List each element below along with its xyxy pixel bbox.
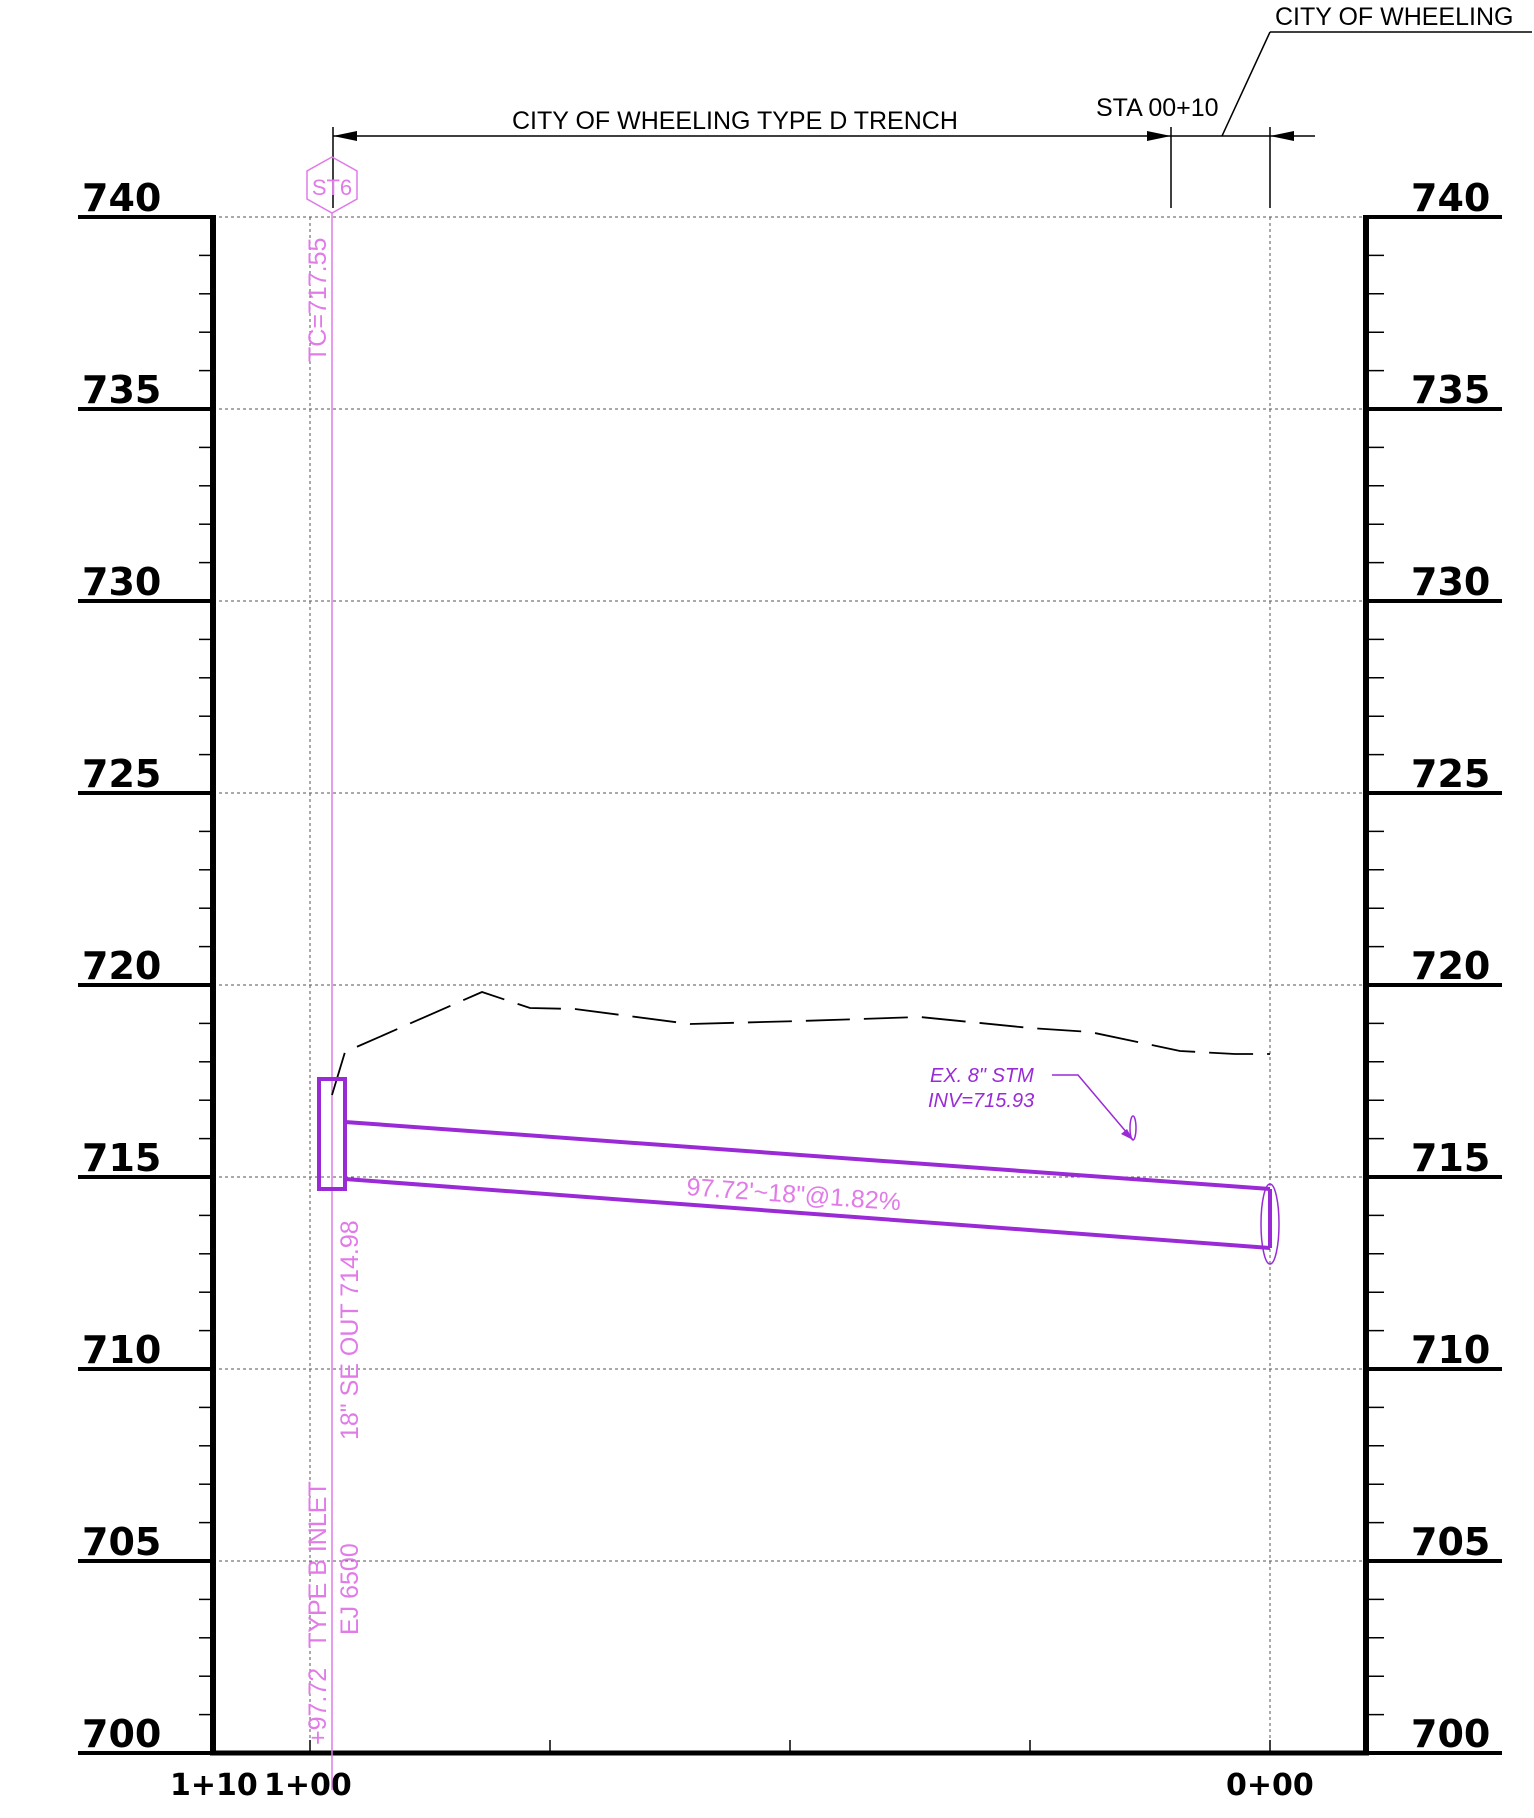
- elevation-label: 735: [82, 368, 161, 412]
- station-gridlines: [309, 217, 1271, 1753]
- minor-ticks: [199, 254, 1384, 1716]
- elevation-label: 710: [82, 1328, 161, 1372]
- elevation-label: 735: [1411, 368, 1490, 412]
- station-ticks: [309, 1740, 1271, 1753]
- elevation-label: 720: [82, 944, 161, 988]
- elevation-label: 705: [82, 1520, 161, 1564]
- existing-storm-line2: INV=715.93: [928, 1090, 1034, 1112]
- inlet-structure: [317, 1077, 347, 1191]
- elevation-gridlines: [213, 216, 1366, 1562]
- elevation-label: 725: [82, 752, 161, 796]
- pipe-end-section: [1260, 1183, 1280, 1265]
- elevation-label: 710: [1411, 1328, 1490, 1372]
- station-label-left: 1+10: [170, 1768, 258, 1803]
- station-offset-label: +97.72: [304, 1668, 332, 1745]
- existing-storm-callout: EX. 8" STM INV=715.93: [928, 1065, 1137, 1141]
- existing-ground-profile: [331, 991, 1270, 1096]
- elevation-label: 700: [1411, 1712, 1490, 1756]
- storm-pipe: [317, 1077, 1272, 1250]
- top-of-casting-label: TC=717.55: [304, 238, 332, 362]
- trench-label: CITY OF WHEELING TYPE D TRENCH: [512, 107, 958, 135]
- elevation-label: 730: [1411, 560, 1490, 604]
- structure-type-label: TYPE B INLET: [304, 1481, 332, 1648]
- elevation-label: 715: [1411, 1136, 1490, 1180]
- elevation-label: 700: [82, 1712, 161, 1756]
- station-label-start: 1+00: [264, 1768, 352, 1803]
- city-callout: [1221, 31, 1532, 137]
- casting-label: EJ 6500: [336, 1543, 364, 1635]
- station-label-end: 0+00: [1226, 1768, 1314, 1803]
- elevation-label-bars: [78, 215, 1502, 1755]
- structure-tag: ST6: [306, 156, 358, 214]
- elevation-label: 740: [82, 176, 161, 220]
- trench-dimension: [332, 127, 1315, 208]
- station-callout-label: STA 00+10: [1096, 94, 1219, 122]
- pipe-label: 97.72'~18"@1.82%: [686, 1173, 902, 1216]
- outlet-label: 18" SE OUT 714.98: [336, 1220, 364, 1440]
- city-label: CITY OF WHEELING: [1275, 3, 1513, 31]
- elevation-label: 705: [1411, 1520, 1490, 1564]
- elevation-label: 725: [1411, 752, 1490, 796]
- station-labels: 1+10 1+00 0+00: [170, 1768, 1314, 1803]
- elevation-label: 715: [82, 1136, 161, 1180]
- elevation-label: 740: [1411, 176, 1490, 220]
- elevation-labels-right: 740 735 730 725 720 715 710 705 700: [1411, 176, 1490, 1756]
- elevation-label: 730: [82, 560, 161, 604]
- structure-tag-label: ST6: [312, 175, 352, 200]
- elevation-label: 720: [1411, 944, 1490, 988]
- elevation-labels-left: 740 735 730 725 720 715 710 705 700: [82, 176, 161, 1756]
- existing-storm-line1: EX. 8" STM: [930, 1065, 1034, 1087]
